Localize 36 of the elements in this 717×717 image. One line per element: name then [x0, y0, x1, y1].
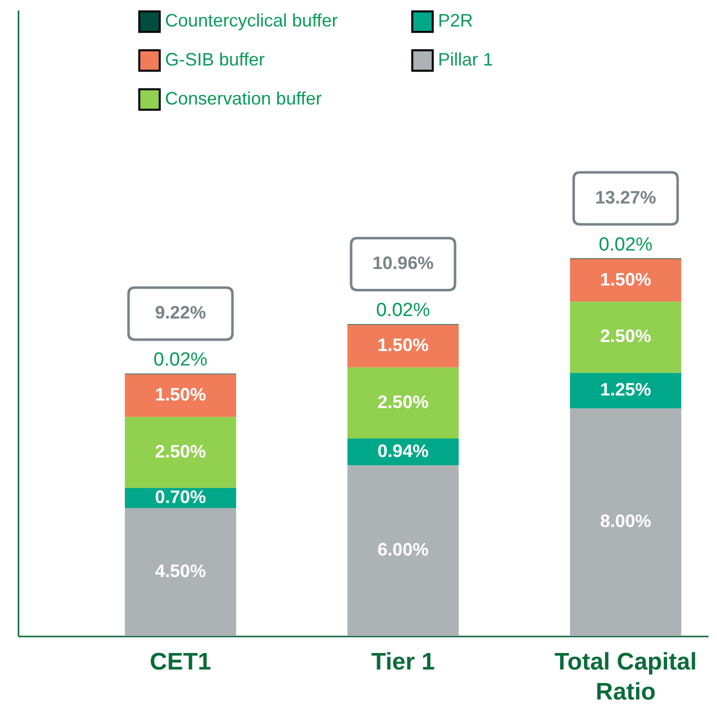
data-label: 2.50%: [600, 326, 652, 346]
x-tick-label: Tier 1: [371, 648, 435, 676]
data-label: 1.25%: [600, 380, 652, 400]
bar: [570, 372, 682, 408]
legend-label: Countercyclical buffer: [165, 10, 338, 31]
data-label: 1.50%: [600, 269, 652, 290]
data-label: 1.50%: [378, 335, 429, 356]
legend-label: Conservation buffer: [165, 88, 322, 108]
data-label: 0.02%: [376, 300, 430, 322]
bar: [347, 465, 459, 636]
data-label: 1.50%: [154, 384, 206, 405]
bar: [347, 367, 459, 439]
total-label: 9.22%: [154, 302, 206, 323]
bar: [570, 302, 682, 373]
legend-label: G-SIB buffer: [165, 50, 265, 70]
total-label: 13.27%: [595, 187, 656, 208]
total-label: 10.96%: [372, 253, 434, 274]
data-label: 0.70%: [154, 486, 206, 507]
data-label: 0.94%: [378, 440, 429, 461]
legend-label: P2R: [438, 10, 474, 31]
bar: [124, 374, 236, 417]
data-label: 0.02%: [598, 234, 653, 256]
data-label: 4.50%: [154, 560, 206, 581]
bar: [124, 416, 236, 488]
data-label: 2.50%: [154, 441, 206, 462]
bar: [570, 258, 682, 302]
bar: [570, 408, 682, 636]
x-tick-label: CET1: [150, 648, 212, 676]
data-label: 8.00%: [600, 511, 652, 532]
data-label: 6.00%: [378, 540, 429, 560]
legend-label: Pillar 1: [438, 50, 494, 70]
bar: [347, 324, 459, 368]
data-label: 0.02%: [154, 350, 208, 371]
data-label: 2.50%: [378, 392, 429, 412]
x-tick-label: Total Capital Ratio: [554, 648, 697, 706]
bar: [124, 508, 236, 636]
